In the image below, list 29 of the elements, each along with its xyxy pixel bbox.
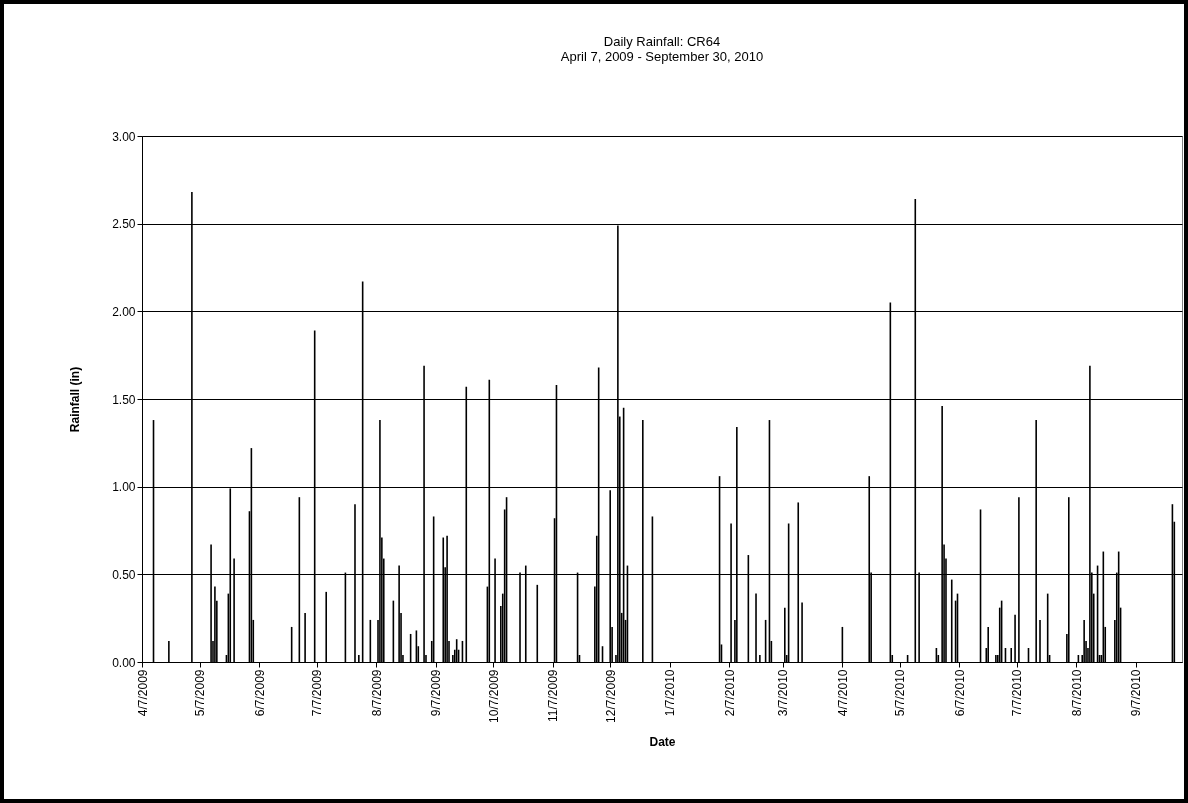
x-tick-label: 5/7/2009 xyxy=(193,669,208,717)
y-tick-label: 1.50 xyxy=(112,392,136,407)
y-tick-label: 3.00 xyxy=(112,129,136,144)
chart-subtitle: April 7, 2009 - September 30, 2010 xyxy=(560,49,764,64)
y-tick-label: 1.00 xyxy=(112,480,136,495)
y-axis-title: Rainfall (in) xyxy=(68,366,83,433)
y-tick-label: 0.00 xyxy=(112,655,136,670)
x-tick-label: 7/7/2009 xyxy=(310,669,325,717)
x-tick-label: 8/7/2010 xyxy=(1069,669,1084,717)
y-tick-label: 2.00 xyxy=(112,304,136,319)
x-tick-label: 8/7/2009 xyxy=(369,669,384,717)
x-tick-label: 2/7/2010 xyxy=(722,669,737,717)
y-tick-label: 2.50 xyxy=(112,217,136,232)
x-tick-label: 10/7/2009 xyxy=(486,669,501,723)
x-tick-label: 3/7/2010 xyxy=(776,669,791,717)
x-tick-label: 11/7/2009 xyxy=(546,669,561,722)
x-tick-label: 1/7/2010 xyxy=(663,669,678,717)
chart-title: Daily Rainfall: CR64 xyxy=(603,34,721,49)
x-tick-label: 9/7/2009 xyxy=(429,669,444,717)
x-tick-label: 5/7/2010 xyxy=(893,669,908,717)
x-tick-label: 6/7/2010 xyxy=(952,669,967,717)
y-tick-label: 0.50 xyxy=(112,567,136,582)
x-tick-label: 6/7/2009 xyxy=(252,669,267,717)
x-axis-title: Date xyxy=(649,734,676,749)
x-tick-label: 4/7/2010 xyxy=(835,669,850,717)
x-tick-label: 7/7/2010 xyxy=(1010,669,1025,717)
x-tick-label: 4/7/2009 xyxy=(135,669,150,717)
x-tick-label: 9/7/2010 xyxy=(1129,669,1144,717)
x-tick-label: 12/7/2009 xyxy=(603,669,618,723)
